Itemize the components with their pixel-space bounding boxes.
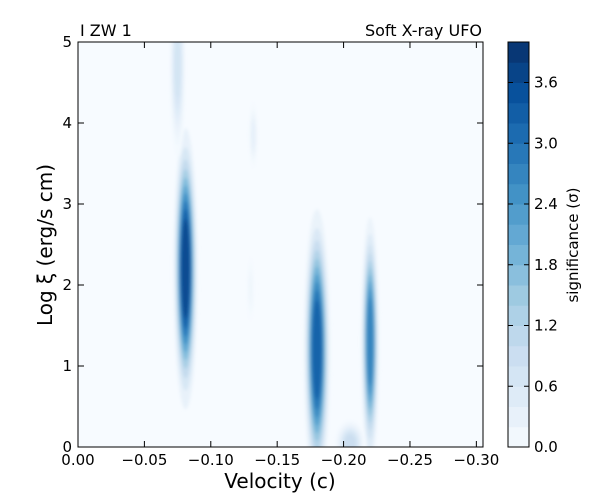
heatmap-feature [361,217,380,447]
heatmap-contour [312,300,322,400]
colorbar-band [508,224,529,245]
x-tick-label: −0.25 [387,451,433,469]
colorbar-band [508,285,529,306]
colorbar-tick-label: 0.6 [534,377,558,395]
x-tick-label: 0.00 [61,451,94,469]
colorbar-band [508,163,529,185]
title-left: I ZW 1 [80,21,132,40]
y-tick-label: 1 [62,357,72,375]
x-tick-label: −0.20 [321,451,367,469]
x-tick-label: −0.10 [188,451,234,469]
y-tick-label: 2 [62,276,72,294]
y-tick-label: 4 [62,114,72,132]
colorbar-band [508,366,529,387]
colorbar-tick-label: 0.0 [534,438,558,456]
colorbar-band [508,386,529,407]
heatmap-feature [304,209,331,447]
colorbar: 0.0 0.6 1.2 1.8 2.4 3.0 3.6 [507,41,558,456]
colorbar-band [508,143,529,164]
y-tick-label: 0 [62,438,72,456]
colorbar-band [508,345,529,367]
heatmap-contour [251,123,255,148]
heatmap-contour [249,277,252,302]
heatmap-features [169,42,380,447]
colorbar-band [508,406,529,428]
colorbar-band [508,42,529,63]
colorbar-band [508,204,529,225]
colorbar-band [508,305,529,326]
heatmap-feature [335,420,366,447]
colorbar-tick-label: 3.6 [534,74,558,92]
title-right: Soft X-ray UFO [365,21,482,40]
colorbar-band [508,325,529,347]
colorbar-band [508,62,529,83]
axis-ticks: 0.00 −0.05 −0.10 −0.15 −0.20 −0.25 −0.30 0 1 2 3 4 5 [61,33,499,469]
colorbar-band [508,426,529,448]
colorbar-band [508,244,529,266]
colorbar-band [508,264,529,286]
x-tick-label: −0.30 [453,451,499,469]
x-tick-label: −0.05 [121,451,167,469]
heatmap-contour [366,297,374,386]
colorbar-band [508,82,529,104]
colorbar-tick-label: 2.4 [534,195,558,213]
heatmap-contour [181,219,190,319]
x-tick-label: −0.15 [254,451,300,469]
heatmap-feature [246,255,255,324]
heatmap-feature [169,42,186,157]
heatmap-contour [174,42,181,99]
colorbar-label: significance (σ) [564,187,582,302]
heatmap-feature [248,101,258,170]
y-tick-label: 5 [62,33,72,51]
x-axis-label: Velocity (c) [224,469,335,493]
colorbar-band [508,102,529,124]
plot-background [78,42,483,447]
colorbar-tick-label: 1.8 [534,256,558,274]
colorbar-tick-label: 1.2 [534,317,558,335]
heatmap-feature [173,128,198,410]
plot-frame [77,41,484,448]
y-tick-label: 3 [62,195,72,213]
heatmap-contour [344,434,356,447]
colorbar-band [508,183,529,205]
y-axis-label: Log ξ (erg/s cm) [33,164,57,326]
colorbar-band [508,123,529,144]
colorbar-tick-label: 3.0 [534,134,558,152]
colorbar-frame [507,41,530,448]
